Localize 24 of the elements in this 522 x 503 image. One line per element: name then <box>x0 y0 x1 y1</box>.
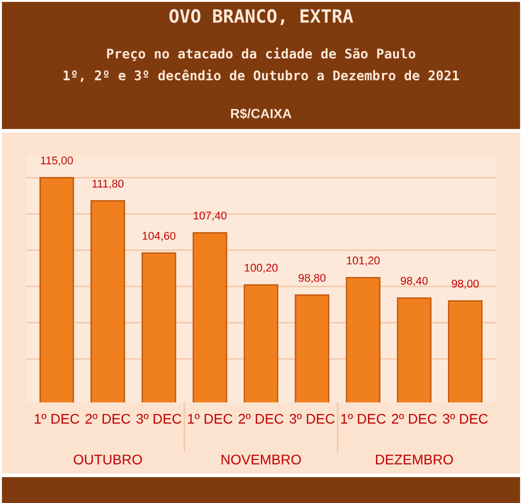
x-tick-label: 1º DEC <box>34 414 80 424</box>
x-tick-label: 1º DEC <box>341 414 386 424</box>
x-tick-label: 2º DEC <box>86 414 130 424</box>
x-tick-label: 2º DEC <box>392 414 437 424</box>
x-tick-label: 1º DEC <box>188 414 232 424</box>
data-label: 101,20 <box>346 256 380 266</box>
text: NOVEMBRO <box>222 454 301 464</box>
x-tick-label: 2º DEC <box>238 414 284 424</box>
data-label: 104,60 <box>142 232 176 242</box>
data-label: 98,80 <box>298 274 326 284</box>
chart-title: OVO BRANCO, EXTRA <box>169 9 354 26</box>
data-label: 111,80 <box>92 180 124 189</box>
x-tick-label: 3º DEC <box>442 414 488 424</box>
x-tick-label: 3º DEC <box>136 414 182 424</box>
data-label: 115,00 <box>41 156 73 166</box>
data-label: 98,00 <box>452 280 479 289</box>
data-label: 100,20 <box>244 264 278 273</box>
y-axis-title: R$/CAIXA <box>231 108 292 120</box>
text: OUTUBRO <box>74 454 142 464</box>
data-label: 98,40 <box>400 276 428 286</box>
data-label: 107,40 <box>194 212 226 221</box>
x-tick-label: 3º DEC <box>290 414 335 424</box>
chart-subtitle: Preço no atacado da cidade de São Paulo 1º, 2º e 3º decêndio de Outubro a Dezembro de 2021 <box>64 48 459 82</box>
text: DEZEMBRO <box>376 454 453 464</box>
